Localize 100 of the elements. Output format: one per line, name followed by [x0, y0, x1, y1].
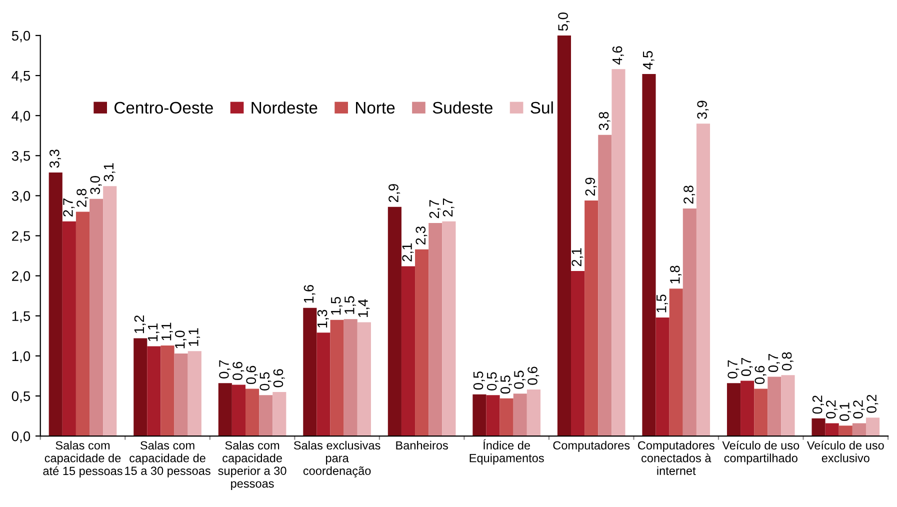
- y-tick-label: 0,5: [12, 391, 30, 403]
- bar: [768, 376, 782, 436]
- bar: [812, 418, 826, 436]
- bar: [754, 388, 768, 436]
- legend-label: Sudeste: [432, 101, 492, 114]
- data-label: 1,1: [148, 324, 160, 342]
- bar: [852, 423, 866, 436]
- data-label: 1,4: [358, 299, 370, 318]
- x-tick-label: Veículo de uso exclusivo: [806, 440, 884, 462]
- data-label: 0,6: [246, 366, 258, 384]
- data-label: 2,8: [684, 186, 696, 204]
- data-label: 1,2: [134, 316, 146, 334]
- bar: [272, 392, 286, 436]
- data-label: 1,0: [174, 330, 186, 348]
- bar: [598, 134, 612, 436]
- bar: [259, 395, 273, 436]
- data-label: 2,1: [572, 248, 584, 266]
- legend-label: Centro-Oeste: [114, 102, 213, 114]
- x-tick-label: Salas exclusivas para coordenação: [294, 440, 380, 478]
- data-label: 0,5: [514, 370, 526, 389]
- bar: [174, 354, 188, 436]
- data-label: 2,8: [76, 188, 88, 207]
- bar: [866, 418, 880, 436]
- data-label: 2,7: [429, 200, 441, 218]
- bar: [428, 222, 442, 436]
- data-label: 3,8: [598, 112, 610, 130]
- data-label: 1,5: [331, 296, 342, 315]
- data-label: 4,5: [643, 51, 654, 70]
- data-label: 0,5: [260, 372, 272, 390]
- data-label: 1,1: [188, 328, 200, 346]
- y-tick-label: 3,0: [12, 191, 30, 203]
- bar: [134, 338, 148, 436]
- x-tick-label: Salas com capacidade superior a 30 pessoas: [218, 440, 286, 490]
- data-label: 0,1: [840, 402, 852, 421]
- data-label: 4,6: [612, 46, 624, 65]
- bar: [682, 208, 696, 436]
- data-label: 1,8: [670, 266, 682, 284]
- data-label: 2,9: [388, 184, 400, 202]
- y-tick-label: 2,0: [12, 271, 30, 283]
- data-label: 2,7: [63, 198, 75, 216]
- data-label: 0,7: [219, 360, 231, 378]
- bar: [656, 317, 670, 436]
- x-tick-label: Índice de Equipamentos: [470, 439, 544, 465]
- bar: [486, 395, 500, 436]
- bar: [303, 308, 317, 436]
- data-label: 0,7: [728, 360, 740, 378]
- x-tick-label: Computadores conectados à internet: [638, 440, 714, 475]
- bar: [344, 319, 358, 436]
- bar: [740, 380, 754, 436]
- data-label: 2,3: [416, 226, 428, 245]
- data-label: 0,2: [853, 400, 865, 418]
- data-label: 0,2: [826, 400, 838, 418]
- data-label: 0,7: [768, 354, 780, 372]
- bar: [838, 426, 852, 436]
- bar: [726, 383, 741, 436]
- data-label: 1,3: [317, 310, 329, 328]
- bar: [246, 388, 260, 436]
- data-label: 0,2: [866, 394, 878, 413]
- bar: [669, 288, 683, 436]
- y-tick-label: 0,0: [12, 431, 30, 443]
- y-tick-label: 3,5: [12, 150, 30, 162]
- bar: [781, 375, 795, 436]
- data-label: 1,1: [162, 322, 173, 340]
- data-label: 5,0: [558, 12, 570, 31]
- data-label: 3,9: [697, 100, 709, 119]
- bar: [571, 271, 585, 436]
- data-label: 0,7: [741, 358, 753, 376]
- data-label: 3,3: [50, 150, 61, 168]
- data-label: 0,6: [754, 366, 766, 384]
- bar: [442, 221, 456, 436]
- bar: [500, 398, 514, 436]
- bar: [526, 390, 540, 436]
- bar: [472, 394, 486, 436]
- x-tick-label: Salas com capacidade de até 15 pessoas: [43, 440, 122, 478]
- x-tick-label: Salas com capacidade de 15 a 30 pessoas: [125, 440, 210, 478]
- bar: [76, 212, 90, 436]
- data-label: 0,6: [528, 366, 540, 385]
- bar: [612, 69, 626, 436]
- bar: [415, 249, 429, 436]
- bar: [103, 186, 117, 436]
- bar: [357, 322, 371, 436]
- bar: [557, 35, 572, 436]
- y-tick-label: 1,5: [12, 311, 30, 323]
- data-label: 1,5: [344, 296, 356, 314]
- y-tick-label: 4,0: [12, 110, 30, 122]
- data-label: 0,5: [500, 375, 512, 394]
- bar: [160, 346, 174, 436]
- data-label: 1,5: [656, 294, 668, 312]
- bar: [642, 74, 656, 436]
- bar: [90, 198, 104, 436]
- x-tick-label: Veículo de uso compartilhado: [722, 440, 800, 465]
- bar: [147, 346, 161, 436]
- bar: [696, 124, 710, 436]
- bar: [401, 266, 416, 436]
- data-label: 3,1: [104, 163, 116, 182]
- x-tick-label: Banheiros: [396, 440, 448, 450]
- bar: [316, 332, 330, 436]
- bar: [48, 172, 62, 436]
- legend-label: Norte: [356, 102, 395, 114]
- bar: [218, 383, 232, 436]
